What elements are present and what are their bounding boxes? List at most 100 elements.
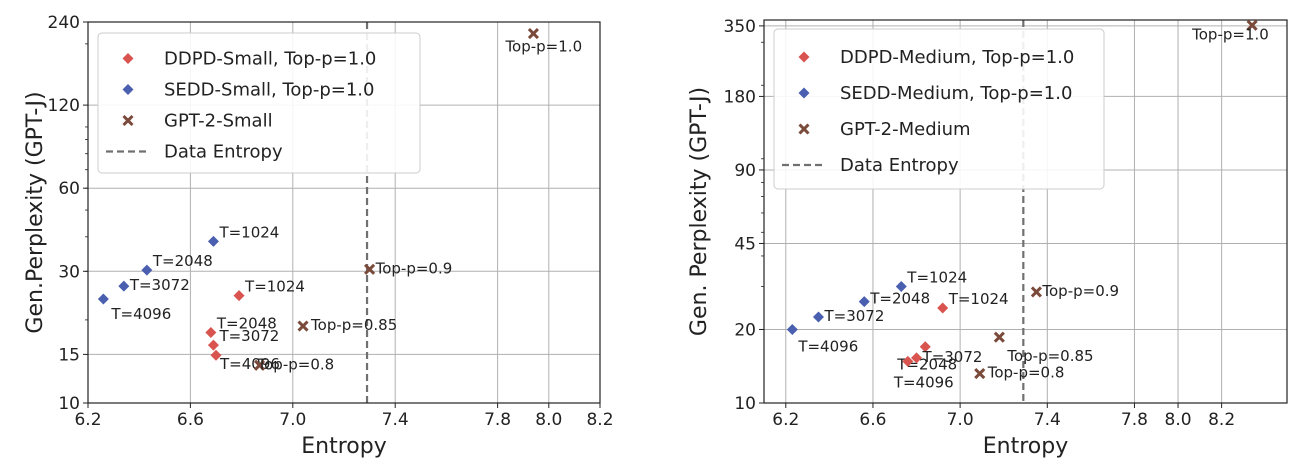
data-point [233, 290, 245, 302]
point-label: T=1024 [218, 223, 279, 241]
y-axis-label: Gen. Perplexity (GPT-J) [687, 87, 712, 336]
x-tick-label: 6.6 [177, 410, 204, 430]
point-label: T=2048 [152, 252, 213, 270]
legend-box [773, 28, 1105, 190]
data-point [937, 302, 949, 314]
x-axis-label: Entropy [301, 434, 386, 459]
data-point [118, 280, 130, 292]
data-point [858, 296, 870, 308]
legend-marker [798, 123, 810, 135]
point-label: T=3072 [922, 348, 983, 366]
x-tick-label: 7.4 [1034, 410, 1061, 430]
data-point [527, 27, 540, 40]
legend: DDPD-Medium, Top-p=1.0 SEDD-Medium, Top-p… [773, 28, 1105, 190]
point-label: Top-p=0.8 [257, 355, 335, 373]
x-tick-label: 7.8 [1121, 410, 1148, 430]
point-label: Top-p=0.9 [1041, 282, 1119, 300]
data-point [210, 349, 222, 361]
data-point [812, 311, 824, 323]
data-point [919, 341, 931, 353]
x-tick-label: 7.4 [382, 410, 409, 430]
legend-label: Data Entropy [840, 155, 959, 176]
legend-label: GPT-2-Small [164, 111, 273, 132]
data-point [253, 359, 266, 371]
point-label: Top-p=0.85 [1006, 347, 1093, 365]
legend-label: SEDD-Medium, Top-p=1.0 [840, 83, 1072, 104]
axes-frame [87, 21, 601, 404]
y-tick-label: 20 [734, 320, 756, 340]
y-tick-label: 120 [48, 96, 80, 116]
data-point [786, 323, 798, 335]
legend-label: GPT-2-Medium [840, 119, 971, 140]
data-point [205, 327, 217, 339]
y-axis-label: Gen.Perplexity (GPT-J) [23, 91, 48, 333]
data-point [207, 235, 219, 247]
data-point [1030, 286, 1042, 298]
data-point [911, 352, 923, 364]
axes-frame [763, 19, 1288, 404]
legend-label: DDPD-Small, Top-p=1.0 [164, 49, 376, 70]
legend-marker [798, 87, 810, 99]
data-point [297, 320, 309, 332]
y-tick-label: 90 [734, 161, 756, 181]
data-point [1246, 19, 1258, 31]
y-tick-label: 30 [58, 262, 80, 282]
x-tick-label: 6.6 [859, 410, 886, 430]
y-tick-label: 15 [58, 345, 80, 365]
point-label: T=2048 [869, 290, 930, 308]
point-label: Top-p=1.0 [1191, 25, 1269, 43]
data-point [364, 263, 376, 275]
legend-marker [798, 51, 810, 63]
x-tick-label: 8.0 [535, 410, 562, 430]
point-label: T=4096 [893, 373, 954, 391]
data-point [993, 331, 1005, 343]
series-2: T=1024 T=2048 T=3072 T=4096 [97, 223, 279, 323]
point-label: Top-p=1.0 [504, 38, 582, 56]
data-point [97, 293, 109, 305]
point-label: Top-p=0.85 [310, 316, 397, 334]
point-label: T=3072 [129, 276, 190, 294]
data-point [895, 280, 907, 292]
legend-label: SEDD-Small, Top-p=1.0 [164, 80, 374, 101]
y-tick-label: 10 [58, 394, 80, 414]
point-label: T=1024 [244, 278, 305, 296]
x-tick-label: 7.8 [484, 410, 511, 430]
legend-label: DDPD-Medium, Top-p=1.0 [840, 47, 1074, 68]
chart-panel-1: 6.2 6.6 7.0 7.4 7.8 8.0 8.2 10 15 30 60 120 240 Entro… [23, 13, 614, 459]
point-label: Top-p=0.9 [375, 259, 453, 277]
point-label: T=4096 [110, 305, 171, 323]
point-label: T=2048 [216, 315, 277, 333]
x-tick-label: 6.2 [772, 410, 799, 430]
point-label: T=3072 [218, 327, 279, 345]
data-point [974, 367, 986, 380]
point-label: T=1024 [948, 290, 1009, 308]
y-tick-label: 60 [58, 179, 80, 199]
y-tick-label: 240 [48, 13, 80, 33]
y-tick-label: 180 [724, 87, 756, 107]
point-label: T=3072 [823, 307, 884, 325]
chart-panel-2: 6.2 6.6 7.0 7.4 7.8 8.0 8.2 10 20 45 90 180 350 Entro… [687, 17, 1288, 459]
x-tick-label: 6.2 [74, 410, 101, 430]
point-label: T=1024 [906, 268, 967, 286]
point-label: T=4096 [797, 337, 858, 355]
x-axis-label: Entropy [983, 434, 1068, 459]
legend-marker [122, 114, 134, 127]
legend: DDPD-Small, Top-p=1.0 SEDD-Small, Top-p=1… [97, 32, 421, 174]
legend-marker [122, 53, 134, 64]
x-tick-label: 8.2 [586, 410, 613, 430]
data-point [207, 339, 219, 351]
legend-marker [122, 84, 134, 95]
x-tick-label: 7.0 [279, 410, 306, 430]
legend-box [97, 32, 421, 174]
y-tick-label: 10 [734, 394, 756, 414]
y-tick-label: 45 [734, 234, 756, 254]
legend-label: Data Entropy [164, 142, 283, 163]
x-tick-label: 8.2 [1208, 410, 1235, 430]
y-tick-label: 350 [724, 17, 756, 37]
point-label: Top-p=0.8 [987, 364, 1065, 382]
